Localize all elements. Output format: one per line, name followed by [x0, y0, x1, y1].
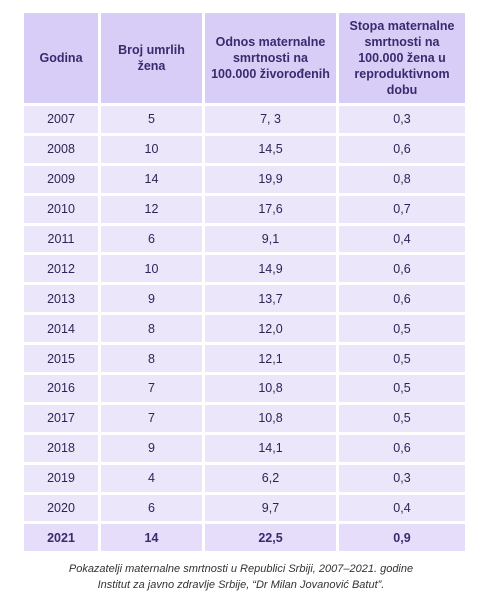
table-body: 2007 5 7, 3 0,3 2008 10 14,5 0,6 2009 14 19,9 0,8 20…	[24, 106, 465, 552]
table-row: 2017 7 10,8 0,5	[24, 404, 465, 432]
table-cell: 2020	[24, 494, 98, 522]
table-cell: 10	[101, 255, 202, 283]
table-row: 2014 8 12,0 0,5	[24, 315, 465, 343]
table-cell: 10	[101, 135, 202, 163]
table-cell: 17,6	[205, 195, 336, 223]
table-cell: 0,6	[339, 285, 465, 313]
table-row: 2009 14 19,9 0,8	[24, 165, 465, 193]
table-cell: 12	[101, 195, 202, 223]
table-cell: 10,8	[205, 375, 336, 402]
header-cell: Broj umrlih žena	[101, 13, 202, 103]
table-row: 2011 6 9,1 0,4	[24, 225, 465, 253]
table-cell: 2015	[24, 345, 98, 373]
table-cell: 2009	[24, 165, 98, 193]
header-cell: Stopa maternalne smrtnosti na 100.000 že…	[339, 13, 465, 103]
table-cell: 0,6	[339, 434, 465, 462]
table-cell: 0,6	[339, 135, 465, 163]
table-cell: 6	[101, 225, 202, 253]
table-cell: 2018	[24, 434, 98, 462]
table-cell: 0,8	[339, 165, 465, 193]
table-row: 2015 8 12,1 0,5	[24, 345, 465, 373]
table-cell: 12,0	[205, 315, 336, 343]
table-row: 2021 14 22,5 0,9	[24, 524, 465, 552]
table-row: 2016 7 10,8 0,5	[24, 375, 465, 402]
table-cell: 0,5	[339, 345, 465, 373]
table-cell: 2019	[24, 464, 98, 492]
table-row: 2007 5 7, 3 0,3	[24, 106, 465, 133]
table-cell: 13,7	[205, 285, 336, 313]
table-cell: 8	[101, 345, 202, 373]
header-cell: Odnos maternalne smrtnosti na 100.000 ži…	[205, 13, 336, 103]
header-cell: Godina	[24, 13, 98, 103]
table-cell: 2008	[24, 135, 98, 163]
table-cell: 14,9	[205, 255, 336, 283]
table-cell: 0,3	[339, 464, 465, 492]
table-cell: 8	[101, 315, 202, 343]
table-cell: 2017	[24, 404, 98, 432]
table-cell: 0,5	[339, 404, 465, 432]
table-row: 2012 10 14,9 0,6	[24, 255, 465, 283]
table-cell: 2011	[24, 225, 98, 253]
table-cell: 0,3	[339, 106, 465, 133]
table-cell: 6	[101, 494, 202, 522]
table-cell: 14	[101, 524, 202, 552]
table-row: 2020 6 9,7 0,4	[24, 494, 465, 522]
table-cell: 19,9	[205, 165, 336, 193]
table-cell: 22,5	[205, 524, 336, 552]
caption: Pokazatelji maternalne smrtnosti u Repub…	[68, 563, 414, 575]
table-cell: 0,5	[339, 375, 465, 402]
table-cell: 7	[101, 375, 202, 402]
table-cell: 10,8	[205, 404, 336, 432]
table-cell: 0,4	[339, 225, 465, 253]
table-cell: 2010	[24, 195, 98, 223]
table-row: 2018 9 14,1 0,6	[24, 434, 465, 462]
table-cell: 9	[101, 434, 202, 462]
table-cell: 7, 3	[205, 106, 336, 133]
table-cell: 2021	[24, 524, 98, 552]
table-cell: 14	[101, 165, 202, 193]
table-cell: 0,5	[339, 315, 465, 343]
table-cell: 7	[101, 404, 202, 432]
table-cell: 6,2	[205, 464, 336, 492]
header-row: Godina Broj umrlih žena Odnos maternalne s…	[24, 13, 465, 103]
table-cell: 14,5	[205, 135, 336, 163]
table-row: 2019 4 6,2 0,3	[24, 464, 465, 492]
table-cell: 0,9	[339, 524, 465, 552]
caption: Institut za javno zdravlje Srbije, “Dr M…	[97, 579, 385, 591]
table-cell: 0,6	[339, 255, 465, 283]
table-cell: 9,7	[205, 494, 336, 522]
table-cell: 9,1	[205, 225, 336, 253]
table-cell: 2012	[24, 255, 98, 283]
table-cell: 14,1	[205, 434, 336, 462]
table-cell: 4	[101, 464, 202, 492]
table-cell: 9	[101, 285, 202, 313]
table-cell: 5	[101, 106, 202, 133]
table-cell: 2014	[24, 315, 98, 343]
table-cell: 0,4	[339, 494, 465, 522]
table-cell: 12,1	[205, 345, 336, 373]
table-row: 2010 12 17,6 0,7	[24, 195, 465, 223]
table-cell: 2016	[24, 375, 98, 402]
data-table: Godina Broj umrlih žena Odnos maternalne s…	[21, 10, 468, 554]
table-cell: 0,7	[339, 195, 465, 223]
table-cell: 2013	[24, 285, 98, 313]
table-row: 2013 9 13,7 0,6	[24, 285, 465, 313]
table-cell: 2007	[24, 106, 98, 133]
table-row: 2008 10 14,5 0,6	[24, 135, 465, 163]
